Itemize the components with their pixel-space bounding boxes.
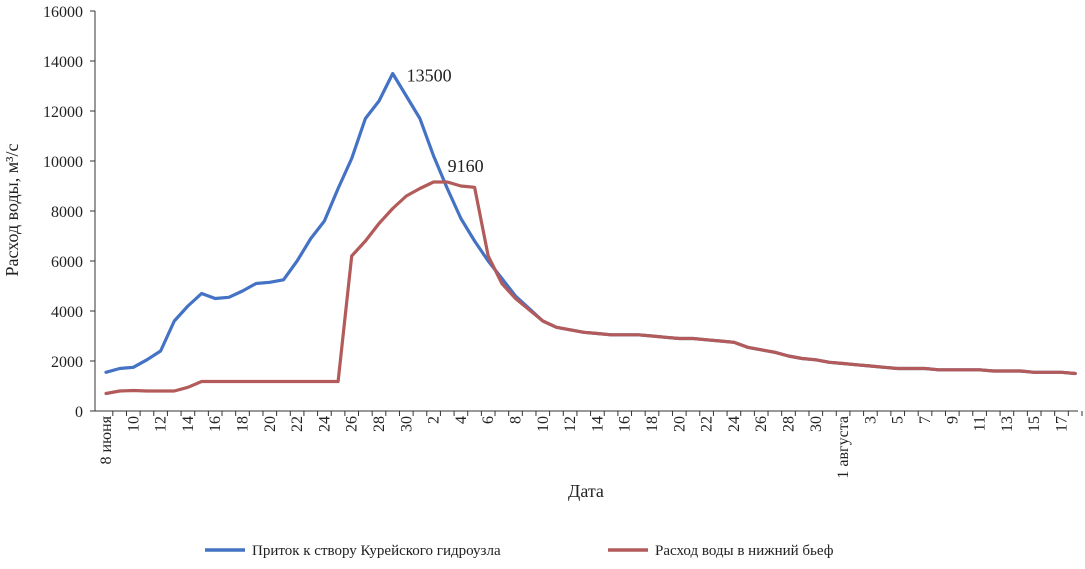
x-tick-label: 13 — [999, 416, 1016, 432]
x-tick-label: 20 — [671, 416, 688, 432]
x-tick-label: 7 — [917, 416, 934, 424]
annotation-label-2: 9160 — [448, 156, 484, 176]
x-tick-label: 24 — [316, 416, 333, 432]
series-lines — [104, 71, 1077, 396]
x-tick-label: 18 — [235, 416, 252, 432]
x-tick-label: 15 — [1026, 416, 1043, 432]
x-tick-label: 9 — [944, 416, 961, 424]
x-tick-label: 5 — [890, 416, 907, 424]
x-tick-label: 30 — [808, 416, 825, 432]
x-tick-label: 18 — [644, 416, 661, 432]
x-tick-label: 12 — [153, 416, 170, 432]
x-tick-label: 4 — [453, 416, 470, 424]
y-tick-label: 16000 — [43, 4, 83, 21]
x-axis-ticks: 8 июня 10 12 14 16 18 20 22 24 26 28 30 2 4 6 8 10 12 14 16… — [98, 411, 1083, 479]
x-axis-title: Дата — [568, 481, 604, 501]
y-tick-label: 8000 — [51, 204, 83, 221]
x-tick-label: 12 — [562, 416, 579, 432]
y-axis-title: Расход воды, м³/с — [2, 143, 22, 276]
x-tick-label: 6 — [480, 416, 497, 424]
x-tick-label: 22 — [289, 416, 306, 432]
series-line-2 — [104, 180, 1077, 396]
y-tick-label: 0 — [75, 404, 83, 421]
x-tick-label: 20 — [262, 416, 279, 432]
legend-label-series-2: Расход воды в нижний бьеф — [655, 543, 834, 559]
legend: Приток к створу Курейского гидроузла Рас… — [205, 543, 834, 559]
x-tick-label: 22 — [699, 416, 716, 432]
y-tick-label: 4000 — [51, 304, 83, 321]
x-tick-label: 1 августа — [835, 416, 852, 479]
y-tick-label: 14000 — [43, 54, 83, 71]
x-tick-label: 8 — [508, 416, 525, 424]
series-line-1 — [104, 71, 1077, 376]
x-tick-label: 26 — [753, 416, 770, 432]
x-tick-label: 17 — [1054, 416, 1071, 432]
annotations: 13500 9160 — [407, 66, 484, 177]
axes — [94, 11, 1078, 412]
x-tick-label: 3 — [862, 416, 879, 424]
y-tick-label: 12000 — [43, 104, 83, 121]
x-tick-label: 8 июня — [98, 415, 115, 464]
x-tick-label: 11 — [972, 416, 989, 431]
y-tick-label: 10000 — [43, 154, 83, 171]
x-tick-label: 10 — [125, 416, 142, 432]
x-tick-label: 14 — [180, 416, 197, 432]
x-tick-label: 14 — [589, 416, 606, 432]
x-tick-label: 28 — [371, 416, 388, 432]
legend-label-series-1: Приток к створу Курейского гидроузла — [252, 543, 501, 559]
x-tick-label: 26 — [344, 416, 361, 432]
x-tick-label: 24 — [726, 416, 743, 432]
x-tick-label: 30 — [398, 416, 415, 432]
y-tick-label: 6000 — [51, 254, 83, 271]
y-tick-label: 2000 — [51, 354, 83, 371]
x-tick-label: 28 — [781, 416, 798, 432]
x-tick-label: 16 — [617, 416, 634, 432]
annotation-label-1: 13500 — [407, 66, 452, 86]
x-tick-label: 2 — [426, 416, 443, 424]
y-axis-ticks: 0 2000 4000 6000 8000 10000 12000 14000 16000 — [43, 4, 95, 421]
x-tick-label: 16 — [207, 416, 224, 432]
x-tick-label: 10 — [535, 416, 552, 432]
